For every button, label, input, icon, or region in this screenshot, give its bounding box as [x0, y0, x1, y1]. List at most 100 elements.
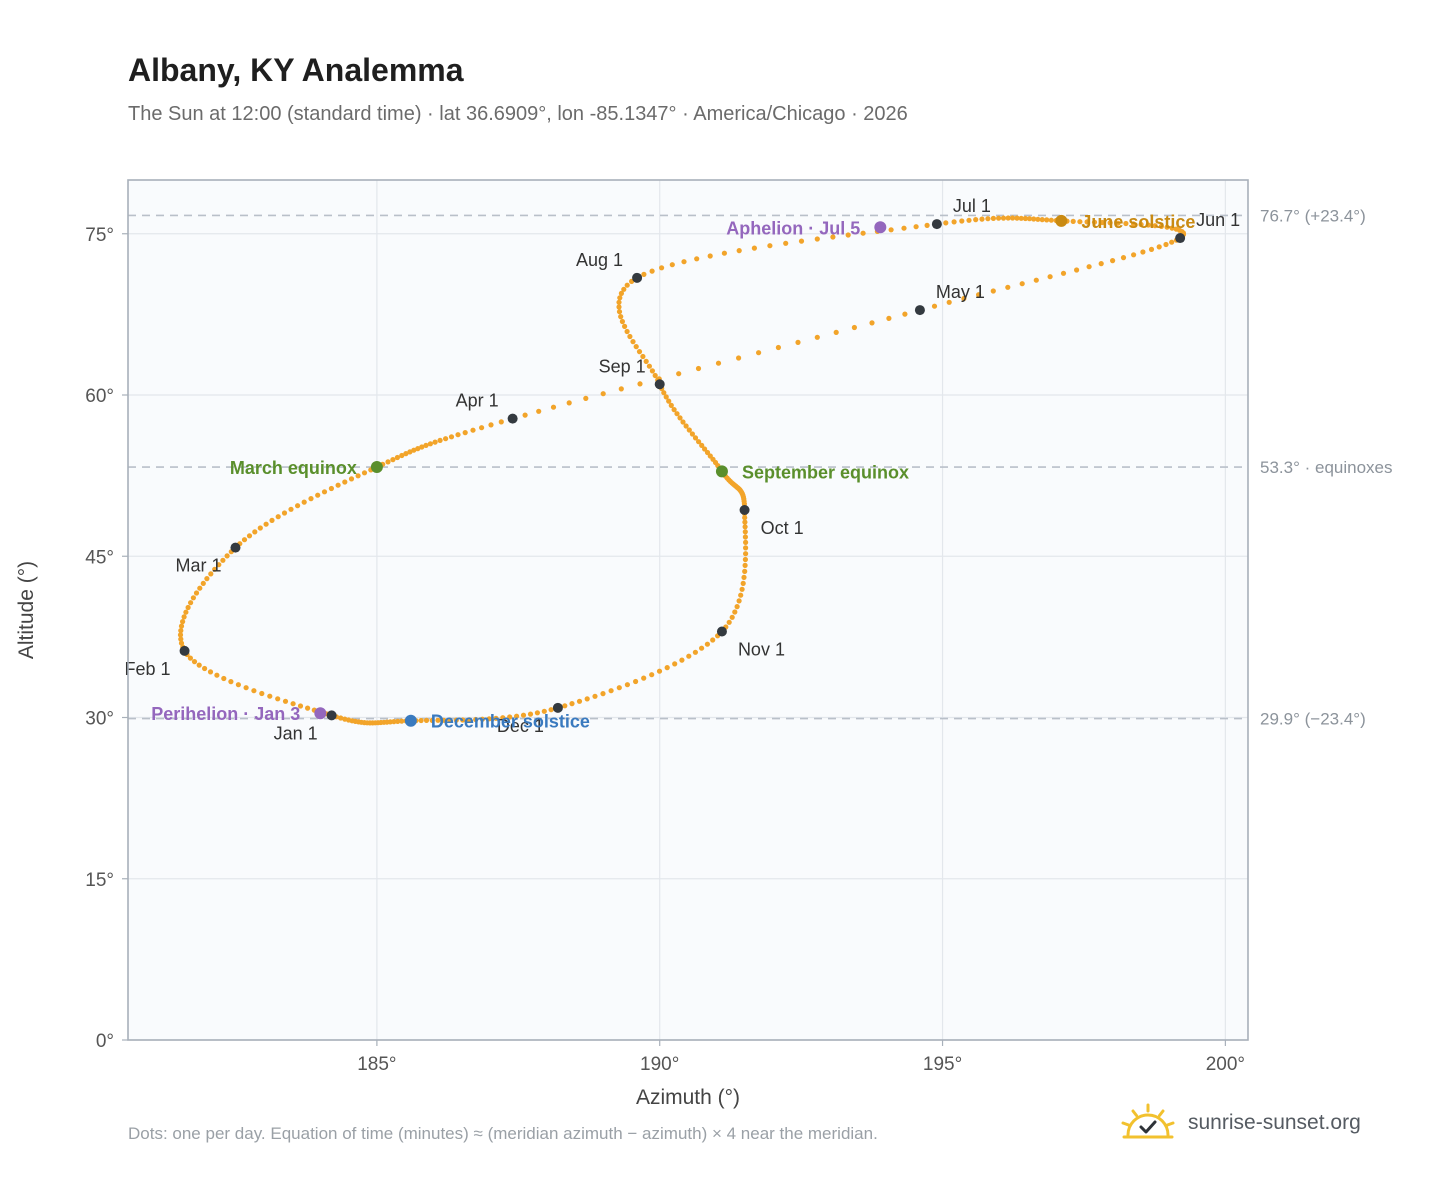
brand-logo[interactable]: sunrise-sunset.org: [1120, 1103, 1361, 1143]
daily-sun-dot: [783, 240, 789, 246]
plot-frame: [127, 179, 1249, 1041]
daily-sun-dot: [583, 395, 589, 401]
daily-sun-dot: [924, 222, 930, 228]
daily-sun-dot: [1123, 220, 1129, 227]
daily-sun-dot: [643, 358, 649, 364]
month-marker: [507, 413, 518, 424]
daily-sun-dot: [616, 685, 622, 691]
daily-sun-dot: [618, 290, 625, 296]
daily-sun-dot: [656, 668, 663, 674]
daily-sun-dot: [486, 716, 492, 722]
daily-sun-dot: [1060, 270, 1067, 276]
x-tick-label: 200°: [1206, 1054, 1245, 1075]
daily-sun-dot: [694, 256, 700, 262]
daily-sun-dot: [738, 592, 744, 598]
daily-sun-dot: [661, 390, 667, 396]
daily-sun-dot: [608, 688, 614, 694]
daily-sun-dot: [649, 368, 656, 374]
daily-sun-dot: [979, 216, 985, 222]
event-label: Perihelion · Jan 3: [151, 704, 300, 724]
footnote: Dots: one per day. Equation of time (min…: [128, 1124, 878, 1143]
daily-sun-dot: [443, 436, 449, 442]
daily-sun-dot: [1099, 219, 1105, 226]
daily-sun-dot: [736, 598, 742, 604]
daily-sun-dot: [1163, 241, 1169, 248]
daily-sun-dot: [1145, 222, 1151, 228]
event-markers: March equinox September equinox June solst…: [151, 212, 1195, 732]
daily-sun-dot: [295, 503, 301, 509]
reference-line-label: 29.9° (−23.4°): [1260, 710, 1366, 729]
daily-sun-dot: [522, 412, 528, 418]
daily-sun-dot: [743, 551, 749, 557]
daily-sun-dot: [640, 353, 646, 360]
daily-sun-dot: [1014, 215, 1020, 221]
daily-sun-dot: [619, 318, 626, 325]
grid-lines: [128, 180, 1248, 1041]
daily-sun-dot: [674, 411, 680, 417]
daily-sun-dot: [742, 568, 748, 575]
daily-sun-dot: [672, 661, 678, 667]
daily-sun-dot: [1107, 220, 1113, 226]
daily-sun-dot: [315, 492, 321, 498]
daily-sun-dot: [257, 525, 263, 531]
month-marker: [552, 702, 563, 713]
daily-sun-dot: [669, 262, 675, 268]
daily-sun-dot: [1115, 220, 1121, 226]
daily-sun-dot: [888, 227, 894, 233]
daily-sun-dot: [407, 449, 413, 455]
daily-sun-dot: [959, 218, 965, 224]
y-tick-label: 75°: [85, 225, 114, 246]
month-marker: [632, 272, 643, 283]
daily-sun-dot: [1077, 219, 1083, 225]
daily-sun-dot: [1156, 244, 1162, 250]
event-marker: [1055, 214, 1068, 227]
daily-sun-dot: [637, 381, 643, 387]
daily-sun-dot: [652, 372, 658, 379]
daily-sun-dot: [355, 473, 361, 479]
x-axis-label: Azimuth (°): [636, 1086, 740, 1109]
daily-sun-dot: [616, 299, 622, 305]
daily-sun-dot: [1148, 246, 1155, 252]
daily-sun-dot: [473, 716, 479, 723]
x-tick-label: 195°: [923, 1054, 962, 1075]
daily-sun-dot: [267, 693, 273, 699]
daily-sun-dot: [1039, 217, 1045, 223]
month-label: May 1: [936, 282, 985, 302]
month-label: Jun 1: [1196, 210, 1240, 230]
daily-sun-dot: [732, 609, 738, 615]
sun-check-icon: [1121, 1103, 1175, 1139]
daily-sun-dot: [742, 519, 748, 525]
daily-sun-dot: [395, 718, 401, 725]
daily-sun-dot: [1120, 255, 1127, 261]
daily-sun-dot: [429, 717, 435, 724]
daily-sun-dot: [423, 442, 429, 448]
daily-sun-dot: [514, 713, 520, 719]
daily-sun-dot: [707, 253, 713, 259]
daily-sun-dot: [767, 243, 773, 249]
daily-sun-dot: [193, 590, 200, 596]
daily-sun-dot: [741, 574, 747, 581]
daily-sun-dot: [455, 432, 461, 438]
daily-sun-dot: [275, 696, 281, 702]
daily-sun-dot: [624, 328, 630, 335]
reference-lines: 76.7° (+23.4°) 53.3° · equinoxes 29.9° (−2…: [128, 206, 1393, 729]
daily-sun-dot: [448, 434, 455, 440]
daily-sun-dot: [742, 562, 748, 569]
daily-sun-dot: [178, 623, 185, 629]
daily-sun-dot: [845, 232, 851, 238]
y-tick-label: 15°: [85, 870, 114, 891]
daily-sun-dot: [699, 645, 705, 651]
month-label: Jan 1: [274, 723, 318, 743]
daily-sun-dot: [335, 482, 341, 488]
daily-sun-dot: [676, 371, 682, 377]
daily-sun-dot: [1005, 215, 1011, 221]
daily-sun-dot: [1169, 225, 1175, 231]
daily-sun-dot: [252, 529, 258, 535]
daily-sun-dot: [742, 534, 749, 540]
daily-sun-dot: [743, 539, 749, 546]
daily-sun-dot: [742, 529, 748, 535]
month-marker: [716, 626, 727, 637]
daily-sun-dot: [321, 489, 328, 495]
daily-sun-dot: [301, 499, 307, 505]
daily-sun-dot: [1131, 221, 1137, 227]
